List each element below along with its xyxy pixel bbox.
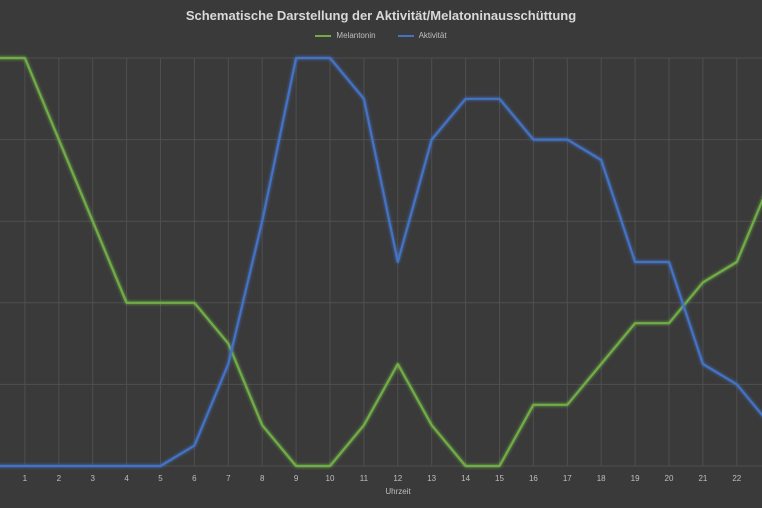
legend-item-aktivitaet: Aktivität bbox=[397, 31, 447, 40]
chart-title: Schematische Darstellung der Aktivität/M… bbox=[185, 8, 577, 23]
legend-label-melantonin: Melantonin bbox=[336, 31, 376, 40]
legend: Melantonin Aktivität bbox=[0, 31, 762, 40]
x-tick-label: 12 bbox=[393, 474, 402, 483]
x-tick-label: 5 bbox=[158, 474, 163, 483]
x-tick-label: 2 bbox=[57, 474, 62, 483]
x-tick-label: 17 bbox=[563, 474, 572, 483]
legend-label-aktivitaet: Aktivität bbox=[418, 31, 447, 40]
series-line-1 bbox=[0, 56, 762, 468]
x-tick-label: 3 bbox=[90, 474, 95, 483]
x-tick-label: 19 bbox=[631, 474, 640, 483]
x-tick-label: 15 bbox=[495, 474, 504, 483]
legend-swatch-aktivitaet bbox=[397, 34, 414, 37]
series-line-0 bbox=[0, 56, 762, 468]
x-tick-label: 16 bbox=[529, 474, 538, 483]
x-tick-label: 4 bbox=[124, 474, 129, 483]
x-tick-label: 10 bbox=[326, 474, 335, 483]
legend-swatch-melantonin bbox=[315, 34, 332, 37]
x-tick-label: 21 bbox=[698, 474, 707, 483]
x-axis-title: Uhrzeit bbox=[385, 487, 411, 496]
x-tick-label: 1 bbox=[23, 474, 28, 483]
x-tick-label: 11 bbox=[360, 474, 369, 483]
x-tick-label: 9 bbox=[294, 474, 299, 483]
x-tick-label: 7 bbox=[226, 474, 231, 483]
x-tick-label: 6 bbox=[192, 474, 197, 483]
x-tick-label: 8 bbox=[260, 474, 265, 483]
legend-item-melantonin: Melantonin bbox=[315, 31, 376, 40]
x-tick-label: 22 bbox=[732, 474, 741, 483]
x-tick-label: 13 bbox=[427, 474, 436, 483]
x-tick-label: 18 bbox=[597, 474, 606, 483]
x-tick-label: 20 bbox=[665, 474, 674, 483]
x-tick-label: 14 bbox=[461, 474, 470, 483]
